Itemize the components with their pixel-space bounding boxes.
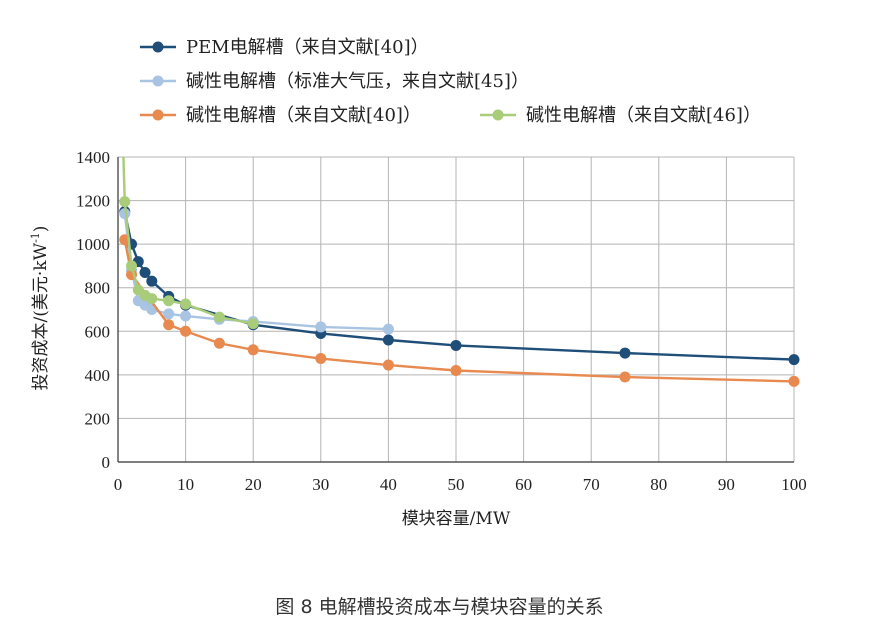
legend-swatch-marker (152, 75, 164, 87)
y-axis-title: 投资成本/(美元·kW-1) (29, 226, 51, 391)
data-point (213, 337, 225, 349)
data-point (163, 295, 175, 307)
y-tick-label: 200 (85, 409, 111, 428)
grid (117, 156, 795, 463)
figure-caption: 图 8 电解槽投资成本与模块容量的关系 (275, 596, 604, 618)
y-axis-title-end: ) (31, 226, 51, 233)
series-3 (119, 234, 800, 387)
y-axis-title-sup: -1 (29, 232, 42, 243)
data-point (450, 339, 462, 351)
legend-label: 碱性电解槽（来自文献[40]） (186, 105, 421, 126)
series-line (123, 211, 795, 361)
y-tick-label: 0 (102, 453, 111, 472)
axes (117, 157, 794, 463)
legend-label: 碱性电解槽（来自文献[46]） (526, 105, 761, 126)
legend-item: 碱性电解槽（标准大气压，来自文献[45]） (140, 71, 529, 92)
chart: PEM电解槽（来自文献[40]） 碱性电解槽（标准大气压，来自文献[45]） 碱性电… (29, 37, 807, 529)
y-tick-label: 400 (85, 366, 111, 385)
legend-swatch-marker (492, 109, 504, 121)
data-point (619, 347, 631, 359)
x-tick-label: 30 (312, 475, 329, 494)
x-tick-label: 0 (114, 475, 123, 494)
y-tick-label: 1000 (76, 235, 110, 254)
series-line (123, 239, 795, 383)
x-tick-label: 60 (515, 475, 532, 494)
x-axis-title: 模块容量/MW (402, 509, 511, 529)
data-point (213, 311, 225, 323)
data-point (788, 375, 800, 387)
y-tick-label: 1200 (76, 192, 110, 211)
series-layer (119, 156, 800, 387)
data-point (139, 266, 151, 278)
legend-swatch-marker (152, 41, 164, 53)
data-point (382, 359, 394, 371)
data-point (180, 298, 192, 310)
x-tick-label: 40 (380, 475, 397, 494)
data-point (788, 354, 800, 366)
y-tick-label: 800 (85, 279, 111, 298)
y-tick-label: 600 (85, 322, 111, 341)
data-point (180, 310, 192, 322)
x-tick-label: 70 (583, 475, 600, 494)
legend-label: PEM电解槽（来自文献[40]） (186, 37, 429, 58)
data-point (450, 365, 462, 376)
data-point (146, 293, 158, 305)
legend-label: 碱性电解槽（标准大气压，来自文献[45]） (186, 71, 529, 92)
x-tick-label: 10 (177, 475, 194, 494)
x-tick-label: 50 (448, 475, 465, 494)
data-point (163, 308, 175, 320)
x-tick-label: 20 (245, 475, 262, 494)
series-4 (119, 156, 259, 330)
legend: PEM电解槽（来自文献[40]） 碱性电解槽（标准大气压，来自文献[45]） 碱性电… (140, 37, 761, 126)
data-point (315, 321, 327, 333)
x-tick-label: 80 (650, 475, 667, 494)
x-tick-label: 100 (781, 475, 807, 494)
legend-item: 碱性电解槽（来自文献[40]） (140, 105, 421, 126)
data-point (619, 371, 631, 383)
data-point (382, 323, 394, 335)
data-point (163, 319, 175, 331)
y-axis-title-main: 投资成本/(美元·kW (31, 242, 51, 390)
data-point (146, 275, 158, 287)
legend-item: 碱性电解槽（来自文献[46]） (480, 105, 761, 126)
data-point (315, 353, 327, 365)
x-tick-label: 90 (718, 475, 735, 494)
data-point (126, 260, 138, 272)
legend-swatch-marker (152, 109, 164, 121)
data-point (247, 344, 259, 356)
legend-item: PEM电解槽（来自文献[40]） (140, 37, 429, 58)
y-tick-label: 1400 (76, 148, 110, 167)
data-point (247, 318, 259, 330)
data-point (180, 325, 192, 337)
data-point (119, 196, 131, 208)
data-point (382, 334, 394, 346)
tick-labels: 0 10 20 30 40 50 60 70 80 90 100020040060080010001… (76, 148, 807, 494)
